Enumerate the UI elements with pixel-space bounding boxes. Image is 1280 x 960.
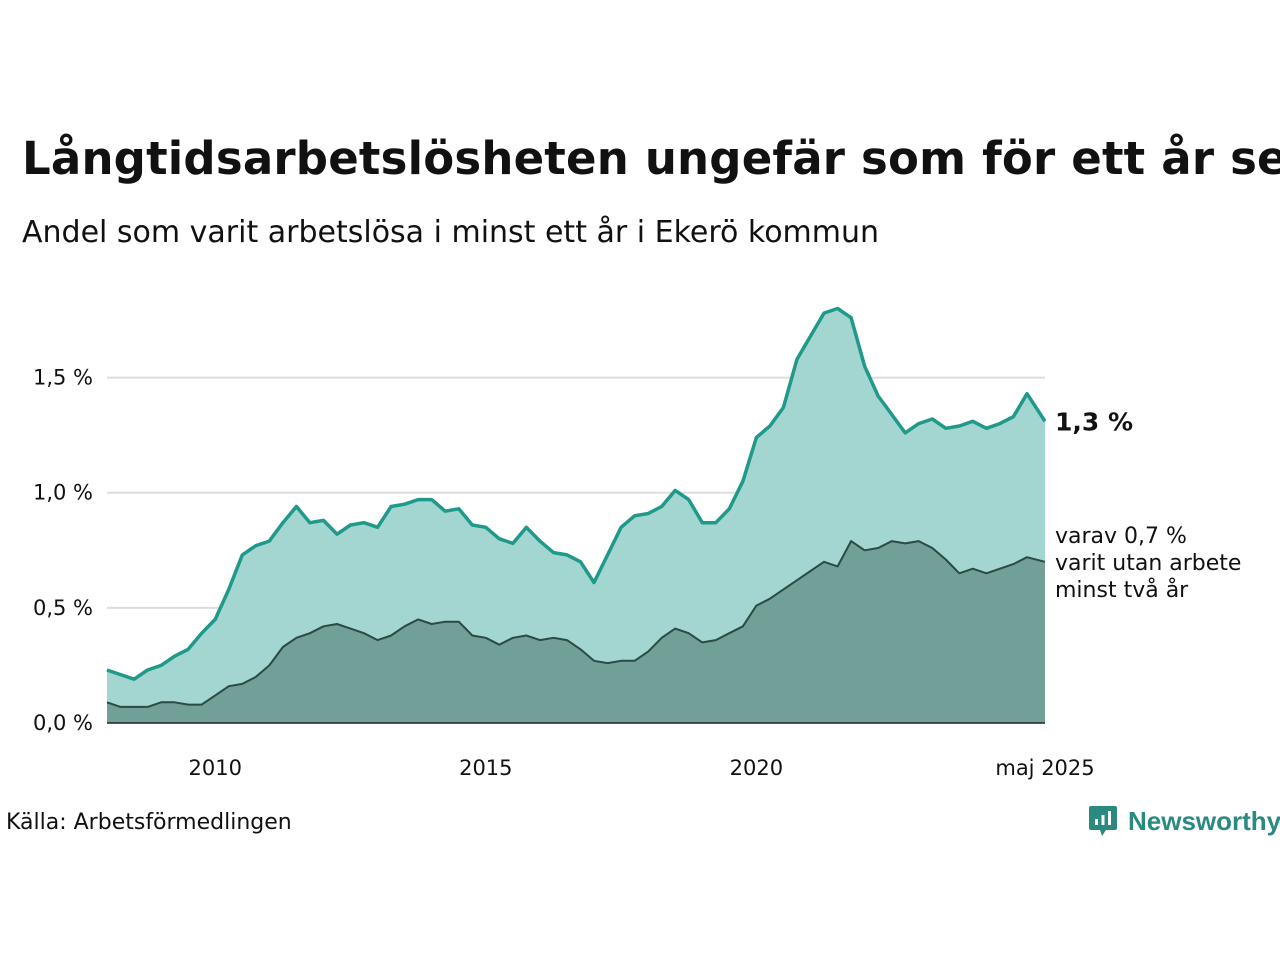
x-tick-label: 2020: [730, 756, 783, 780]
end-label-two-years: minst två år: [1055, 577, 1189, 603]
chart-subtitle: Andel som varit arbetslösa i minst ett å…: [22, 215, 880, 250]
end-label-total: 1,3 %: [1055, 407, 1133, 436]
area-two_years: [107, 541, 1045, 723]
y-tick-label: 1,0 %: [33, 481, 93, 505]
x-tick-label: maj 2025: [995, 756, 1094, 780]
y-tick-label: 1,5 %: [33, 366, 93, 390]
chart-title: Långtidsarbetslösheten ungefär som för e…: [22, 132, 1280, 185]
y-tick-label: 0,5 %: [33, 596, 93, 620]
y-tick-label: 0,0 %: [33, 711, 93, 735]
line-total: [106, 306, 1047, 681]
chart-lines: [106, 306, 1047, 724]
end-label-two-years: varav 0,7 %: [1055, 524, 1187, 549]
chart-areas: [107, 308, 1045, 723]
x-tick-label: 2015: [459, 756, 512, 780]
chart-labels: 0,0 % 0,5 % 1,0 % 1,5 % 2010 2015 2020 maj 2025…: [33, 366, 1241, 780]
x-tick-label: 2010: [189, 756, 242, 780]
newsworthy-logo-icon: [1089, 806, 1117, 836]
source-note: Källa: Arbetsförmedlingen: [6, 810, 292, 835]
area-chart: 0,0 % 0,5 % 1,0 % 1,5 % 2010 2015 2020 maj 2025…: [33, 306, 1241, 780]
end-label-two-years: varit utan arbete: [1055, 551, 1241, 576]
line-two_years: [106, 540, 1046, 708]
brand-name: Newsworthy: [1128, 805, 1280, 836]
brand-logo[interactable]: Newsworthy: [1088, 804, 1280, 838]
